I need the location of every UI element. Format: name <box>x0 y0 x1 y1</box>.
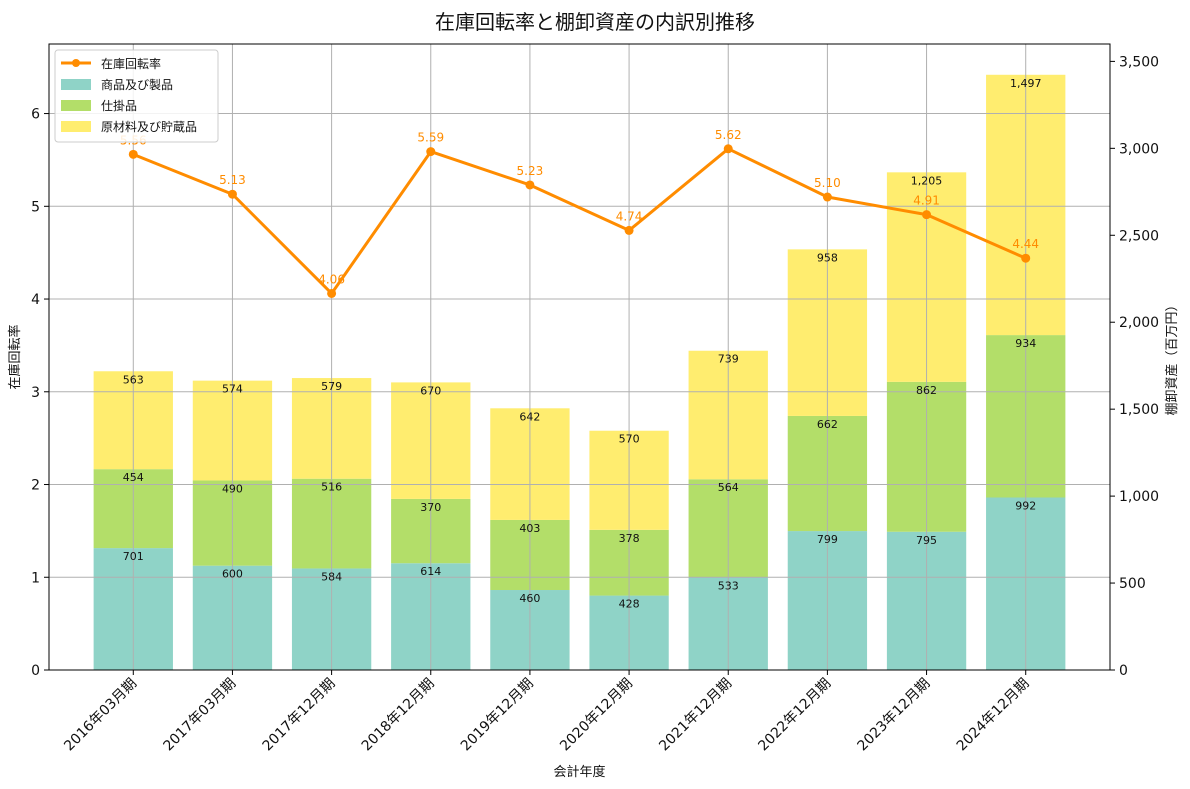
turnover-point <box>922 210 932 220</box>
y-axis-title: 在庫回転率 <box>7 324 23 389</box>
turnover-point <box>525 180 535 190</box>
y2-tick-label: 1,000 <box>1119 489 1159 505</box>
y2-tick-label: 3,500 <box>1119 54 1159 70</box>
x-tick-label: 2016年03月期 <box>61 676 140 755</box>
bar-value-label: 662 <box>817 418 838 431</box>
y2-tick-label: 1,500 <box>1119 402 1159 418</box>
y-tick-label: 2 <box>31 478 40 494</box>
bar-value-label: 490 <box>222 482 243 495</box>
turnover-point <box>327 288 337 298</box>
x-tick-label: 2024年12月期 <box>954 676 1033 755</box>
x-tick-label: 2017年12月期 <box>260 676 339 755</box>
legend-label: 仕掛品 <box>101 98 137 113</box>
legend-swatch <box>61 79 91 90</box>
bar-value-label: 584 <box>321 570 342 583</box>
bar-value-label: 428 <box>619 598 640 611</box>
turnover-value-label: 5.13 <box>219 173 246 187</box>
turnover-point <box>822 192 832 202</box>
bar-value-label: 600 <box>222 568 243 581</box>
y-tick-label: 6 <box>31 107 40 123</box>
bar-value-label: 370 <box>420 501 441 514</box>
bar-value-label: 1,205 <box>911 174 943 187</box>
bar-value-label: 570 <box>619 433 640 446</box>
y2-tick-label: 3,000 <box>1119 141 1159 157</box>
turnover-point <box>1021 253 1031 263</box>
bar-value-label: 739 <box>718 353 739 366</box>
bar-value-label: 795 <box>916 534 937 547</box>
turnover-value-label: 4.91 <box>913 194 940 208</box>
turnover-point <box>723 144 733 154</box>
turnover-point <box>624 225 634 235</box>
bar-value-label: 958 <box>817 251 838 264</box>
bar-value-label: 579 <box>321 380 342 393</box>
bar-value-label: 799 <box>817 533 838 546</box>
y2-axis-title: 棚卸資産（百万円） <box>1164 298 1180 415</box>
y2-tick-label: 2,500 <box>1119 228 1159 244</box>
turnover-value-label: 5.10 <box>814 176 841 190</box>
legend-swatch <box>61 121 91 132</box>
bar-value-label: 642 <box>519 410 540 423</box>
bar-value-label: 564 <box>718 481 739 494</box>
x-tick-label: 2020年12月期 <box>557 676 636 755</box>
bar-value-label: 992 <box>1015 500 1036 513</box>
y2-tick-label: 0 <box>1119 663 1128 679</box>
bar-value-label: 862 <box>916 384 937 397</box>
turnover-value-label: 5.62 <box>715 128 742 142</box>
legend-label: 在庫回転率 <box>101 56 161 71</box>
y2-tick-label: 500 <box>1119 576 1146 592</box>
turnover-point <box>227 189 237 199</box>
x-axis-title: 会計年度 <box>553 764 605 780</box>
y-tick-label: 0 <box>31 663 40 679</box>
bar-value-label: 574 <box>222 383 243 396</box>
bar-value-label: 934 <box>1015 337 1036 350</box>
turnover-value-label: 4.06 <box>318 272 345 286</box>
turnover-line <box>132 147 1027 295</box>
bar-value-label: 378 <box>619 532 640 545</box>
y-tick-label: 4 <box>31 292 40 308</box>
x-tick-label: 2021年12月期 <box>656 676 735 755</box>
turnover-point <box>426 147 436 157</box>
bar-value-label: 563 <box>123 373 144 386</box>
bar-value-label: 701 <box>123 550 144 563</box>
bar-value-label: 516 <box>321 481 342 494</box>
legend-box <box>54 49 219 143</box>
legend-label: 原材料及び貯蔵品 <box>101 120 197 134</box>
y-tick-label: 5 <box>31 199 40 215</box>
y-tick-label: 3 <box>31 385 40 401</box>
x-tick-label: 2022年12月期 <box>755 676 834 755</box>
bar-value-label: 614 <box>420 565 441 578</box>
bar-value-label: 670 <box>420 384 441 397</box>
bar-value-label: 403 <box>519 522 540 535</box>
legend-label: 商品及び製品 <box>101 77 173 92</box>
x-tick-label: 2018年12月期 <box>359 676 438 755</box>
x-tick-label: 2023年12月期 <box>855 676 934 755</box>
turnover-value-label: 5.23 <box>517 164 544 178</box>
turnover-value-label: 5.59 <box>417 131 444 145</box>
bar-value-label: 1,497 <box>1010 77 1042 90</box>
chart-title: 在庫回転率と棚卸資産の内訳別推移 <box>435 10 755 34</box>
bar-value-label: 454 <box>123 471 144 484</box>
turnover-point <box>128 149 138 159</box>
bar-value-label: 460 <box>519 592 540 605</box>
turnover-value-label: 4.74 <box>616 209 643 223</box>
y-tick-label: 1 <box>31 570 40 586</box>
legend-swatch <box>61 100 91 111</box>
bar-value-label: 533 <box>718 579 739 592</box>
x-tick-label: 2019年12月期 <box>458 676 537 755</box>
plot-frame <box>48 43 1111 671</box>
turnover-value-label: 4.44 <box>1012 237 1039 251</box>
x-tick-label: 2017年03月期 <box>160 676 239 755</box>
legend-marker <box>72 59 80 67</box>
y2-tick-label: 2,000 <box>1119 315 1159 331</box>
